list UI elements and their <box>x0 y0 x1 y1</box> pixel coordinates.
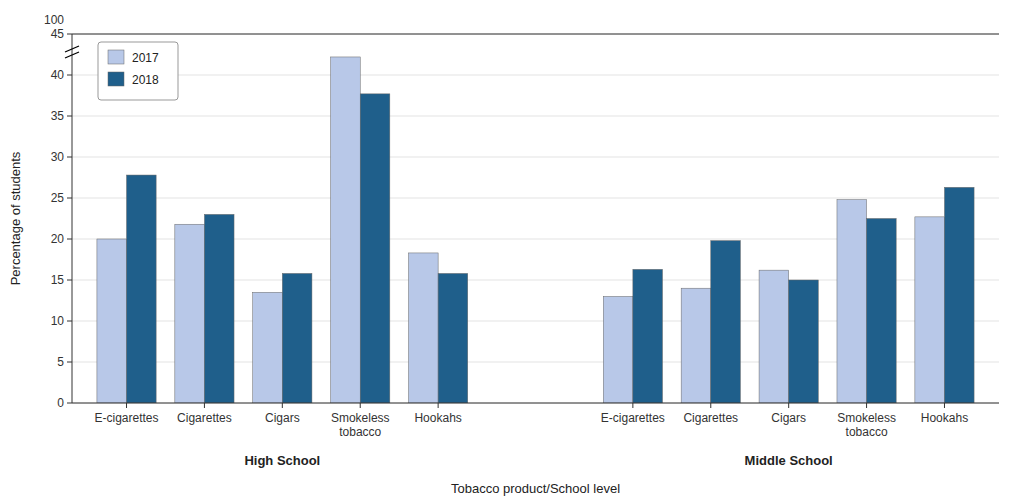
bar <box>97 239 127 403</box>
x-tick <box>438 403 439 408</box>
x-tick-label: Cigars <box>771 411 806 425</box>
annotation: 100 <box>44 13 64 27</box>
x-tick-label-line: Cigarettes <box>177 411 232 425</box>
bar <box>681 288 711 403</box>
y-tick <box>67 239 72 240</box>
legend-box <box>98 42 178 100</box>
x-tick <box>126 403 127 408</box>
y-tick <box>67 157 72 158</box>
x-tick-label-line: Hookahs <box>414 411 461 425</box>
x-tick-label-line: Smokeless <box>837 411 896 425</box>
x-tick-label-line: Cigarettes <box>683 411 738 425</box>
bar <box>282 273 312 403</box>
grid-line <box>72 75 999 76</box>
y-tick-label: 0 <box>57 396 64 410</box>
bars <box>97 57 974 403</box>
x-tick-label: Cigarettes <box>177 411 232 425</box>
chart: 0 5 10 15 20 25 30 35 40 45100 E-cigarettes Cigaret… <box>0 0 1019 503</box>
grid-line <box>72 198 999 199</box>
x-tick-label-line: tobacco <box>846 425 888 439</box>
x-tick <box>204 403 205 408</box>
bar <box>409 253 439 403</box>
x-tick <box>632 403 633 408</box>
y-tick <box>67 362 72 363</box>
x-axis-label: Tobacco product/School level <box>451 481 620 496</box>
bar <box>438 273 468 403</box>
y-tick-label: 40 <box>51 68 65 82</box>
x-tick-label-line: Cigars <box>771 411 806 425</box>
x-tick-label: Hookahs <box>921 411 968 425</box>
bar <box>253 292 283 403</box>
y-tick <box>67 280 72 281</box>
group-label: High School <box>244 453 320 468</box>
legend-label: 2018 <box>132 73 159 87</box>
legend: 2017 2018 <box>98 42 178 100</box>
x-tick-label: Hookahs <box>414 411 461 425</box>
x-tick-label: E-cigarettes <box>95 411 159 425</box>
bar <box>837 200 867 403</box>
x-tick-label: Cigarettes <box>683 411 738 425</box>
y-tick <box>67 75 72 76</box>
bar <box>331 57 361 403</box>
bar <box>944 187 974 403</box>
x-tick-label: Smokelesstobacco <box>331 411 390 439</box>
bar <box>711 241 741 403</box>
x-tick-label-line: Cigars <box>265 411 300 425</box>
bar <box>204 214 234 403</box>
x-tick <box>710 403 711 408</box>
x-tick <box>944 403 945 408</box>
legend-swatch <box>108 72 124 86</box>
grid-line <box>72 116 999 117</box>
y-tick-label: 20 <box>51 232 65 246</box>
y-tick <box>67 198 72 199</box>
bar <box>867 219 897 404</box>
top-line <box>72 34 999 35</box>
bar <box>789 280 819 403</box>
x-tick-label-line: E-cigarettes <box>95 411 159 425</box>
axis-break <box>65 46 79 52</box>
y-axis <box>72 34 73 403</box>
x-tick-label-line: Hookahs <box>921 411 968 425</box>
x-tick <box>282 403 283 408</box>
legend-label: 2017 <box>132 51 159 65</box>
y-tick-label: 45 <box>51 27 65 41</box>
bar <box>633 269 663 403</box>
y-tick-label: 35 <box>51 109 65 123</box>
legend-swatch <box>108 50 124 64</box>
bar <box>759 270 789 403</box>
y-tick-label: 5 <box>57 355 64 369</box>
grid-line <box>72 403 999 404</box>
x-tick-label-line: E-cigarettes <box>601 411 665 425</box>
axis-break <box>65 52 79 58</box>
grid-line <box>72 34 999 35</box>
grid-line <box>72 157 999 158</box>
y-tick-label: 10 <box>51 314 65 328</box>
bar <box>915 217 945 403</box>
group-label: Middle School <box>745 453 833 468</box>
y-tick-label: 15 <box>51 273 65 287</box>
x-tick <box>788 403 789 408</box>
x-tick-label: Cigars <box>265 411 300 425</box>
y-tick <box>67 403 72 404</box>
x-tick <box>866 403 867 408</box>
bar <box>360 94 390 403</box>
x-axis <box>72 403 999 404</box>
y-tick-label: 25 <box>51 191 65 205</box>
bar <box>175 224 205 403</box>
bar <box>127 175 157 403</box>
y-tick <box>67 116 72 117</box>
y-tick <box>67 321 72 322</box>
bar <box>603 296 633 403</box>
y-tick <box>67 34 72 35</box>
y-tick-label: 30 <box>51 150 65 164</box>
y-axis-label: Percentage of students <box>8 151 23 285</box>
x-tick <box>360 403 361 408</box>
x-tick-label-line: tobacco <box>339 425 381 439</box>
x-tick-label: Smokelesstobacco <box>837 411 896 439</box>
x-tick-label-line: Smokeless <box>331 411 390 425</box>
x-tick-label: E-cigarettes <box>601 411 665 425</box>
